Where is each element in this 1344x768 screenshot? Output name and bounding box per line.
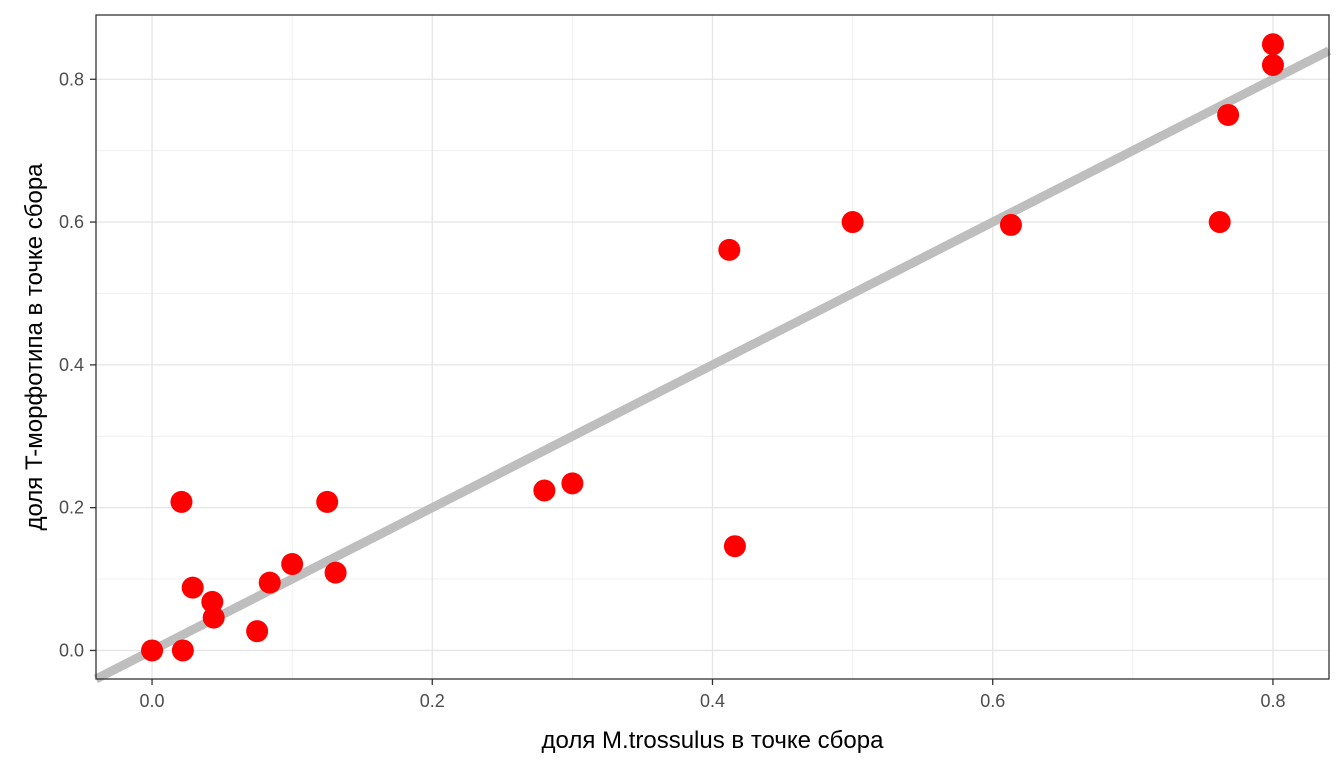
data-point bbox=[324, 561, 347, 584]
data-point bbox=[533, 479, 556, 502]
y-tick-label: 0.6 bbox=[59, 212, 84, 232]
x-tick-label: 0.6 bbox=[980, 691, 1005, 711]
x-tick-label: 0.8 bbox=[1260, 691, 1285, 711]
y-axis-title: доля T-морфотипа в точке сбора bbox=[21, 163, 48, 531]
x-tick-label: 0.2 bbox=[420, 691, 445, 711]
y-tick-label: 0.8 bbox=[59, 69, 84, 89]
x-axis: 0.0 0.2 0.4 0.6 0.8 bbox=[140, 679, 1285, 711]
data-point bbox=[1261, 53, 1284, 76]
data-point bbox=[258, 571, 281, 594]
data-point bbox=[181, 576, 204, 599]
y-tick-label: 0.0 bbox=[59, 640, 84, 660]
y-tick-label: 0.2 bbox=[59, 498, 84, 518]
data-point bbox=[1208, 211, 1231, 234]
data-point bbox=[171, 639, 194, 662]
data-point bbox=[999, 213, 1022, 236]
data-point bbox=[281, 553, 304, 576]
data-point bbox=[723, 535, 746, 558]
data-point bbox=[1217, 103, 1240, 126]
data-point bbox=[202, 606, 225, 629]
x-tick-label: 0.4 bbox=[700, 691, 725, 711]
major-gridlines bbox=[96, 15, 1329, 679]
data-point bbox=[1261, 33, 1284, 56]
data-point bbox=[316, 490, 339, 513]
data-points bbox=[141, 33, 1284, 662]
data-point bbox=[718, 238, 741, 261]
data-point bbox=[561, 472, 584, 495]
data-point bbox=[841, 211, 864, 234]
reference-line bbox=[93, 46, 1332, 684]
x-axis-title: доля M.trossulus в точке сбора bbox=[542, 727, 885, 754]
y-axis: 0.0 0.2 0.4 0.6 0.8 bbox=[59, 69, 96, 660]
data-point bbox=[141, 639, 164, 662]
data-point bbox=[170, 490, 193, 513]
data-point bbox=[246, 620, 269, 643]
y-tick-label: 0.4 bbox=[59, 355, 84, 375]
reference-line-layer bbox=[93, 46, 1332, 684]
x-tick-label: 0.0 bbox=[140, 691, 165, 711]
